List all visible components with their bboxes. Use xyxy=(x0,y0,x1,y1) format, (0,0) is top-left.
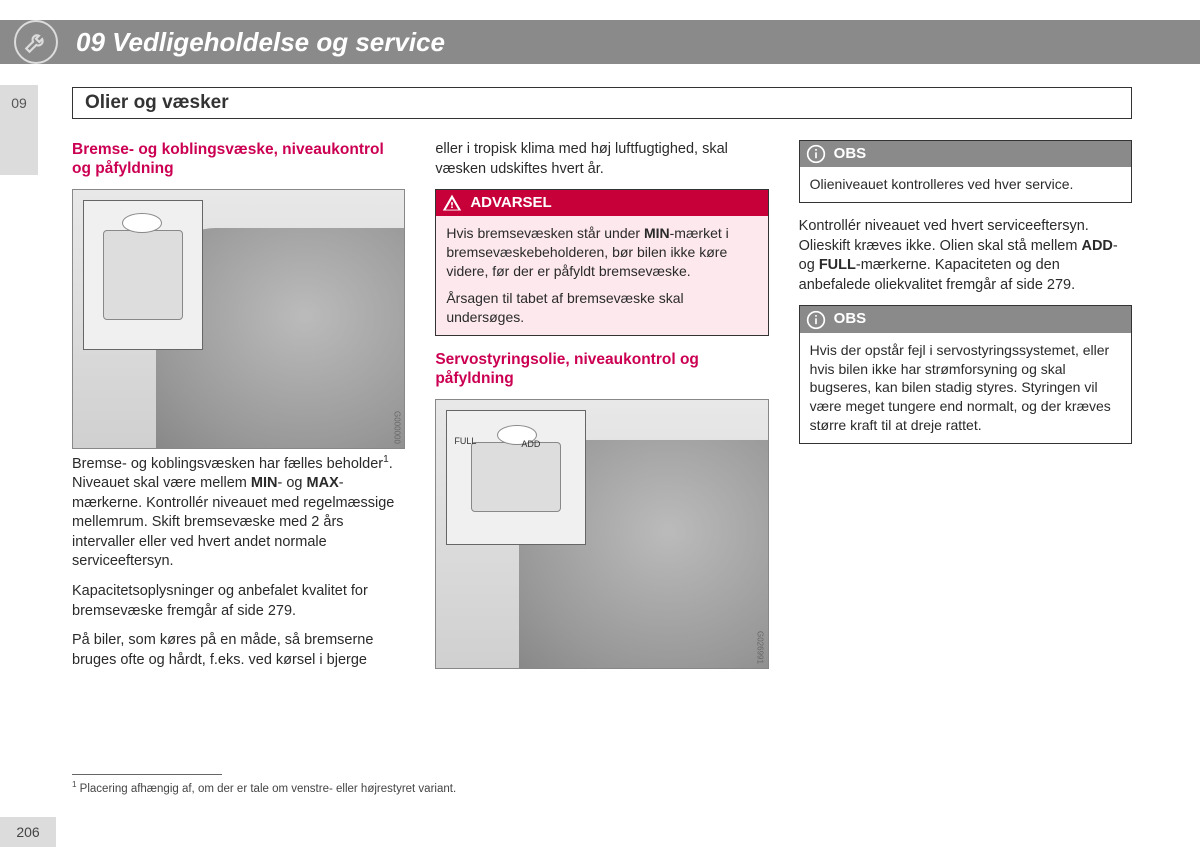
info-icon xyxy=(806,310,826,330)
heading-brake-fluid: Bremse- og koblingsvæske, niveaukontrol … xyxy=(72,140,405,179)
para-brake-3: På biler, som køres på en måde, så brems… xyxy=(72,631,405,670)
note2-header: OBS xyxy=(800,306,1131,332)
column-1: Bremse- og koblingsvæske, niveaukontrol … xyxy=(72,140,405,782)
note2-label: OBS xyxy=(834,309,867,329)
label-full: FULL xyxy=(454,435,476,447)
note1-header: OBS xyxy=(800,141,1131,167)
illustration-servo-reservoir: FULL ADD G026991 xyxy=(435,399,768,669)
warning-p2: Årsagen til tabet af bremsevæske skal un… xyxy=(446,289,757,327)
para-brake-2: Kapacitetsoplysninger og anbefalet kvali… xyxy=(72,582,405,621)
note-callout-2: OBS Hvis der opstår fejl i servostyrings… xyxy=(799,305,1132,444)
info-icon xyxy=(806,144,826,164)
wrench-icon xyxy=(14,20,58,64)
para-continuation: eller i tropisk klima med høj luftfugtig… xyxy=(435,140,768,179)
warning-p1: Hvis bremsevæsken står under MIN-mærket … xyxy=(446,224,757,281)
label-add: ADD xyxy=(521,438,540,450)
warning-header: ADVARSEL xyxy=(436,190,767,216)
chapter-header: 09 Vedligeholdelse og service xyxy=(0,20,1200,64)
illustration-brake-reservoir: G000000 xyxy=(72,189,405,449)
note-callout-1: OBS Olieniveauet kontrolleres ved hver s… xyxy=(799,140,1132,203)
section-title: Olier og væsker xyxy=(72,87,1132,119)
warning-callout: ADVARSEL Hvis bremsevæsken står under MI… xyxy=(435,189,768,336)
note1-body: Olieniveauet kontrolleres ved hver servi… xyxy=(800,167,1131,202)
warning-triangle-icon xyxy=(442,193,462,213)
illus-code-2: G026991 xyxy=(754,631,765,664)
chapter-title: 09 Vedligeholdelse og service xyxy=(76,27,445,58)
column-3: OBS Olieniveauet kontrolleres ved hver s… xyxy=(799,140,1132,782)
note1-label: OBS xyxy=(834,144,867,164)
heading-servo: Servostyringsolie, niveaukontrol og påfy… xyxy=(435,350,768,389)
page-number: 206 xyxy=(0,817,56,847)
content-area: Bremse- og koblingsvæske, niveaukontrol … xyxy=(72,140,1132,782)
warning-label: ADVARSEL xyxy=(470,193,551,213)
para-brake-1: Bremse- og koblingsvæsken har fælles beh… xyxy=(72,453,405,572)
footnote-rule xyxy=(72,774,222,775)
side-tab: 09 xyxy=(0,85,38,175)
footnote: 1 Placering afhængig af, om der er tale … xyxy=(72,780,456,795)
warning-body: Hvis bremsevæsken står under MIN-mærket … xyxy=(436,216,767,334)
illus-code-1: G000000 xyxy=(391,411,402,444)
column-2: eller i tropisk klima med høj luftfugtig… xyxy=(435,140,768,782)
para-servo-1: Kontrollér niveauet ved hvert serviceeft… xyxy=(799,217,1132,295)
note2-body: Hvis der opstår fejl i servostyringssyst… xyxy=(800,333,1131,443)
